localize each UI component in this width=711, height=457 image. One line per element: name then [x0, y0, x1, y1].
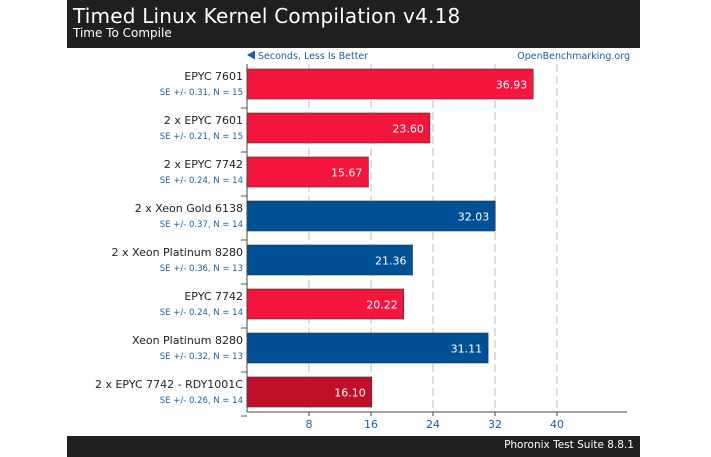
- bar-value-label: 21.36: [375, 255, 407, 268]
- chart-frame: Timed Linux Kernel Compilation v4.18 Tim…: [67, 0, 640, 457]
- footer-text: Phoronix Test Suite 8.8.1: [504, 439, 634, 451]
- category-label: 2 x Xeon Gold 6138: [135, 202, 243, 215]
- category-label: EPYC 7742: [184, 290, 243, 303]
- annotations: Seconds, Less Is Better OpenBenchmarking…: [247, 50, 630, 62]
- bar-1: [246, 68, 534, 100]
- bar-6: [246, 288, 405, 320]
- se-label: SE +/- 0.26, N = 14: [160, 396, 243, 406]
- bar-2: [246, 112, 431, 144]
- category-label: 2 x EPYC 7601: [164, 114, 243, 127]
- bar-8: [246, 376, 373, 408]
- bar-7: [246, 332, 489, 364]
- bar-value-label: 15.67: [331, 167, 363, 180]
- se-label: SE +/- 0.21, N = 15: [160, 132, 243, 142]
- bar-value-label: 31.11: [451, 343, 483, 356]
- category-label: 2 x Xeon Platinum 8280: [112, 246, 243, 259]
- direction-note: Seconds, Less Is Better: [258, 51, 368, 62]
- source-note: OpenBenchmarking.org: [517, 51, 630, 62]
- left-arrow-icon: [247, 50, 255, 60]
- axes: EPYC 7601 SE +/- 0.31, N = 15 2 x EPYC 760…: [95, 64, 627, 431]
- se-label: SE +/- 0.32, N = 13: [160, 352, 243, 362]
- chart-footer: Phoronix Test Suite 8.8.1: [67, 436, 640, 457]
- bar-value-label: 32.03: [458, 211, 490, 224]
- bar-3: [246, 156, 369, 188]
- x-tick-label: 24: [426, 418, 440, 431]
- category-label: 2 x EPYC 7742 - RDY1001C: [95, 378, 243, 391]
- chart-header: Timed Linux Kernel Compilation v4.18 Tim…: [67, 0, 640, 48]
- bar-value-label: 36.93: [496, 79, 528, 92]
- category-label: Xeon Platinum 8280: [132, 334, 243, 347]
- x-tick-label: 40: [550, 418, 564, 431]
- bar-value-label: 23.60: [392, 123, 424, 136]
- se-label: SE +/- 0.24, N = 14: [160, 176, 243, 186]
- category-label: 2 x EPYC 7742: [164, 158, 243, 171]
- chart-subtitle: Time To Compile: [73, 26, 172, 40]
- bar-value-label: 16.10: [334, 387, 366, 400]
- chart-title: Timed Linux Kernel Compilation v4.18: [73, 4, 461, 28]
- x-tick-label: 32: [488, 418, 502, 431]
- x-tick-label: 8: [306, 418, 313, 431]
- bar-5: [246, 244, 413, 276]
- se-label: SE +/- 0.37, N = 14: [160, 220, 243, 230]
- bar-4: [246, 200, 496, 232]
- bar-chart: 36.93 23.60 15.67 32.03 21.36 20.22 31.11 16.10…: [95, 50, 630, 431]
- se-label: SE +/- 0.24, N = 14: [160, 308, 243, 318]
- bars: 36.93 23.60 15.67 32.03 21.36 20.22 31.11 16.10: [246, 68, 534, 408]
- category-label: EPYC 7601: [184, 70, 243, 83]
- se-label: SE +/- 0.31, N = 15: [160, 88, 243, 98]
- se-label: SE +/- 0.36, N = 13: [160, 264, 243, 274]
- bar-value-label: 20.22: [366, 299, 398, 312]
- x-tick-label: 16: [364, 418, 378, 431]
